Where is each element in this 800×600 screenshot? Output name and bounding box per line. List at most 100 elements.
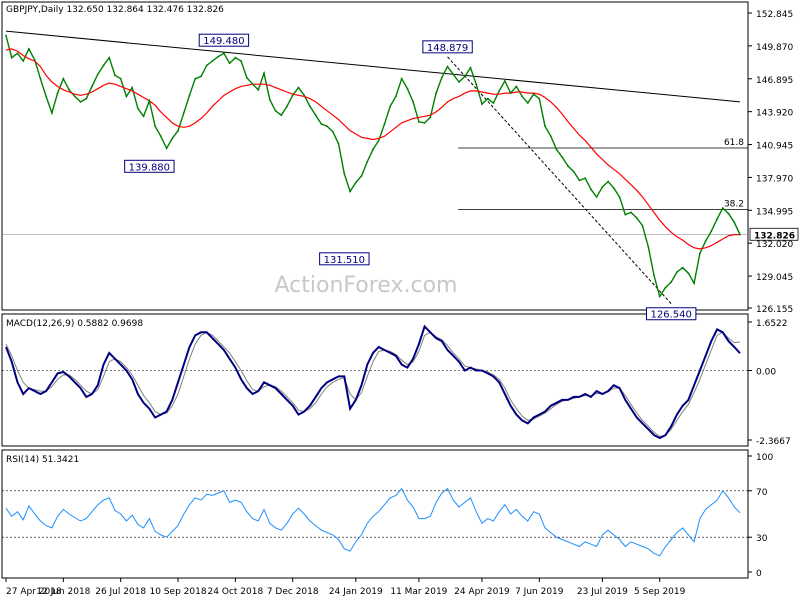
price-point — [136, 107, 139, 110]
price-point — [148, 99, 151, 102]
price-point — [268, 98, 271, 101]
x-tick-label: 23 Jul 2019 — [577, 587, 628, 597]
x-tick-label: 24 Apr 2019 — [454, 587, 510, 597]
price-point — [200, 75, 202, 78]
price-point — [154, 125, 156, 128]
price-point — [119, 77, 122, 80]
price-point — [481, 103, 483, 106]
price-point — [624, 213, 627, 216]
fib-level-label: 61.8 — [724, 138, 744, 148]
trendline — [5, 30, 741, 103]
annotation-label: 126.540 — [651, 310, 692, 321]
annotation-box — [422, 40, 473, 54]
price-point — [498, 89, 501, 92]
x-tick-label: 11 Mar 2019 — [390, 587, 447, 597]
price-point — [503, 80, 506, 82]
price-point — [630, 211, 632, 214]
price-point — [366, 160, 369, 163]
rsi-title: RSI(14) 51.3421 — [6, 455, 79, 465]
price-point — [492, 102, 495, 104]
price-point — [257, 88, 260, 91]
price-point — [280, 114, 283, 117]
annotation-box — [645, 307, 697, 321]
price-point — [590, 188, 592, 191]
price-point — [73, 95, 76, 98]
price-point — [389, 105, 392, 108]
price-point — [567, 165, 569, 167]
price-point — [676, 271, 678, 274]
price-point — [125, 95, 128, 98]
main-y-tick-label: 134.995 — [756, 207, 793, 217]
price-point — [406, 87, 409, 90]
price-point — [555, 148, 558, 151]
price-point — [320, 123, 323, 125]
price-point — [165, 147, 168, 150]
price-point — [194, 77, 197, 80]
price-point — [68, 88, 70, 91]
main-y-tick-label: 132.020 — [756, 240, 793, 250]
price-point — [561, 156, 564, 159]
price-point — [383, 123, 386, 125]
macd-y-tick-label: -2.3667 — [756, 437, 791, 447]
price-point — [5, 34, 7, 37]
price-point — [440, 76, 443, 79]
x-tick-label: 7 Dec 2018 — [267, 587, 319, 597]
price-point — [716, 218, 718, 220]
price-point — [326, 125, 329, 128]
price-point — [223, 52, 225, 55]
annotation-label: 149.480 — [203, 36, 244, 47]
main-y-tick-label: 140.945 — [756, 142, 793, 152]
price-point — [423, 122, 426, 124]
macd-title: MACD(12,26,9) 0.5882 0.9698 — [6, 319, 143, 329]
price-point — [309, 105, 311, 108]
price-point — [314, 114, 317, 117]
price-point — [274, 109, 277, 112]
price-point — [297, 86, 300, 89]
price-point — [417, 120, 420, 123]
price-point — [28, 47, 30, 50]
price-point — [85, 97, 88, 100]
price-point — [395, 95, 397, 98]
x-tick-label: 5 Sep 2019 — [634, 587, 686, 597]
annotation-label: 148.879 — [427, 43, 468, 54]
price-point — [96, 73, 99, 76]
price-point — [211, 60, 214, 62]
price-point — [618, 196, 621, 198]
annotation-box — [319, 252, 370, 266]
price-point — [521, 95, 523, 98]
price-point — [337, 143, 340, 145]
price-point — [704, 240, 707, 243]
price-point — [303, 94, 306, 97]
price-point — [526, 102, 529, 104]
price-point — [372, 148, 374, 151]
price-point — [532, 93, 535, 96]
price-point — [475, 83, 478, 86]
price-point — [572, 170, 575, 173]
annotation-label: 131.510 — [324, 255, 365, 266]
price-point — [188, 94, 191, 97]
annotation-box — [124, 159, 175, 173]
rsi-y-tick-label: 100 — [756, 453, 773, 463]
x-tick-label: 27 Apr 2018 — [6, 587, 62, 597]
price-point — [486, 97, 489, 100]
rsi-y-tick-label: 30 — [756, 534, 768, 544]
price-point — [578, 179, 581, 182]
price-point — [159, 135, 162, 138]
price-point — [664, 286, 667, 289]
price-point — [681, 266, 684, 269]
price-point — [710, 230, 713, 233]
price-point — [429, 116, 432, 119]
macd-line — [5, 324, 741, 440]
price-point — [727, 212, 730, 215]
price-point — [228, 62, 231, 65]
price-point — [435, 92, 437, 94]
price-point — [62, 77, 65, 80]
price-point — [102, 64, 105, 67]
price-point — [538, 97, 541, 100]
price-point — [658, 295, 661, 298]
macd-y-tick-label: 0.00 — [756, 368, 776, 378]
main-y-tick-label: 149.870 — [756, 43, 793, 53]
fib-level-label: 38.2 — [724, 199, 744, 209]
price-point — [343, 172, 346, 175]
